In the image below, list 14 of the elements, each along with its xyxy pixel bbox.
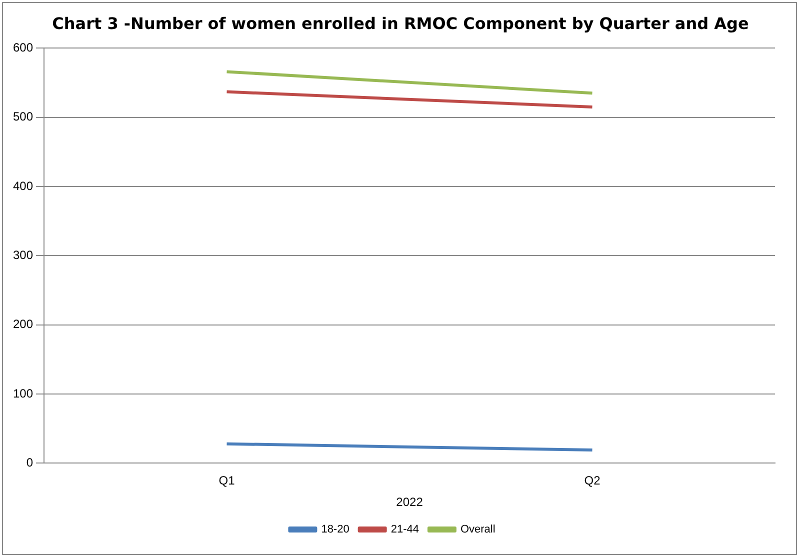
y-tick-label: 600 xyxy=(12,40,34,55)
chart-title: Chart 3 -Number of women enrolled in RMOC Component by Quarter and Age xyxy=(51,14,750,33)
y-tick-label: 500 xyxy=(12,110,34,124)
y-tick-label: 100 xyxy=(12,386,34,400)
legend-label: Overall xyxy=(460,524,496,536)
legend-label: 21-44 xyxy=(390,524,419,536)
x-tick-label: Q2 xyxy=(584,474,601,488)
y-tick-label: 200 xyxy=(12,317,34,332)
y-tick-label: 300 xyxy=(12,248,34,262)
x-tick-label: Q1 xyxy=(218,474,236,488)
legend-label: 18-20 xyxy=(321,524,350,536)
x-axis-title: 2022 xyxy=(396,495,424,510)
y-tick-label: 0 xyxy=(26,456,34,470)
y-tick-label: 400 xyxy=(12,178,34,193)
